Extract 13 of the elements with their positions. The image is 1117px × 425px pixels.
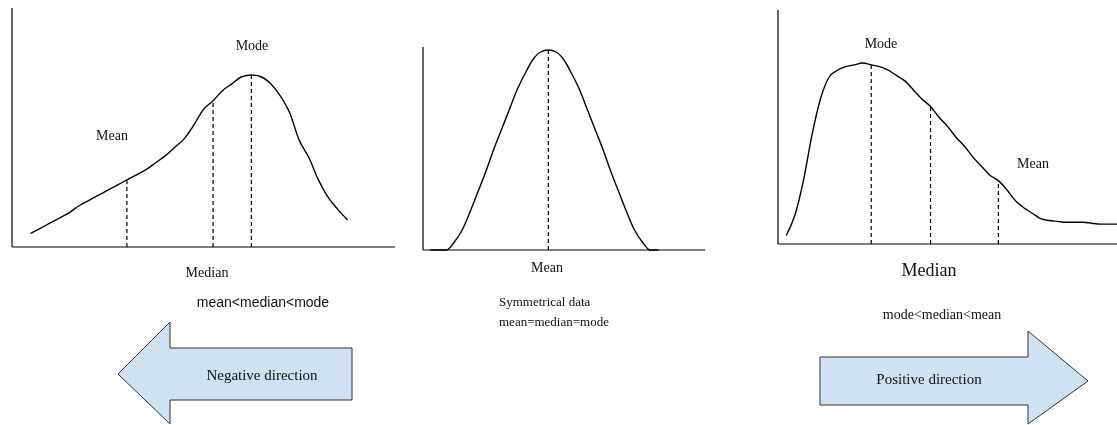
annotation: Mean bbox=[96, 128, 128, 143]
text: Mode bbox=[864, 36, 898, 51]
text: mean=median=mode bbox=[499, 314, 610, 329]
text: Mode bbox=[235, 38, 269, 53]
text: Median bbox=[901, 260, 957, 280]
text: mode<median<mean bbox=[882, 307, 1002, 322]
text: mean<median<mode bbox=[196, 294, 330, 310]
text: Negative direction bbox=[206, 367, 319, 383]
text: Positive direction bbox=[876, 371, 983, 387]
text: Mean bbox=[531, 260, 563, 275]
text: Symmetrical data bbox=[499, 294, 591, 309]
text: Median bbox=[185, 265, 229, 280]
annotation: Mean bbox=[1017, 156, 1049, 171]
